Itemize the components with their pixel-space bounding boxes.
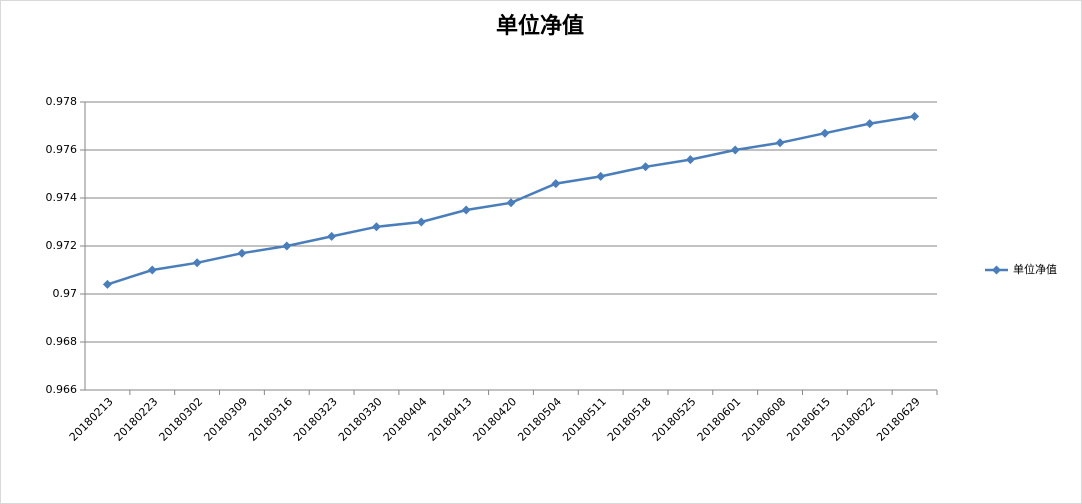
y-tick-label: 0.97: [53, 287, 78, 300]
marker: [775, 138, 785, 148]
marker: [327, 231, 337, 241]
marker: [641, 162, 651, 172]
y-tick-label: 0.978: [46, 95, 78, 108]
marker: [461, 205, 471, 215]
marker: [596, 171, 606, 181]
legend-label: 单位净值: [1013, 262, 1057, 276]
marker: [371, 222, 381, 232]
marker: [147, 265, 157, 275]
marker: [237, 248, 247, 258]
y-tick-label: 0.974: [46, 191, 78, 204]
marker: [685, 155, 695, 165]
marker: [551, 179, 561, 189]
marker: [730, 145, 740, 155]
marker: [102, 279, 112, 289]
y-tick-label: 0.976: [46, 143, 78, 156]
marker: [282, 241, 292, 251]
chart-title: 单位净值: [496, 13, 584, 39]
legend-marker: [992, 265, 1001, 275]
y-tick-label: 0.968: [46, 335, 78, 348]
marker: [506, 198, 516, 208]
marker: [910, 111, 920, 121]
y-tick-label: 0.966: [46, 383, 78, 396]
marker: [820, 128, 830, 138]
marker: [416, 217, 426, 227]
marker: [865, 119, 875, 129]
marker: [192, 258, 202, 268]
y-tick-label: 0.972: [46, 239, 78, 252]
